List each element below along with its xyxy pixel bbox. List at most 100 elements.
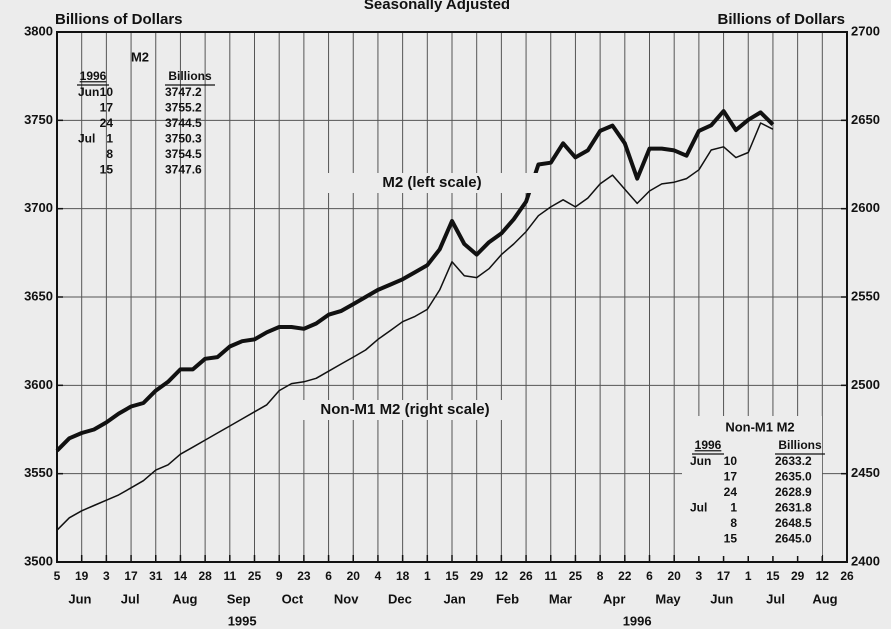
x-tick-label: 17 <box>717 569 731 583</box>
x-tick-label: 18 <box>396 569 410 583</box>
month-label: Apr <box>603 591 625 606</box>
y-tick-label: 3650 <box>24 288 53 303</box>
y2-axis-label: Billions of Dollars <box>717 11 845 28</box>
month-label: Nov <box>334 591 359 606</box>
table-value: 3747.2 <box>165 85 202 99</box>
x-tick-label: 25 <box>569 569 583 583</box>
month-label: Jul <box>766 591 785 606</box>
series-line <box>56 122 774 531</box>
table-title: M2 <box>131 49 149 64</box>
x-tick-label: 31 <box>149 569 163 583</box>
plot-frame <box>56 31 848 563</box>
x-tick-label: 17 <box>124 569 138 583</box>
table-month: Jul <box>78 132 95 146</box>
x-tick-label: 12 <box>495 569 509 583</box>
x-tick-label: 3 <box>696 569 703 583</box>
x-tick-label: 29 <box>791 569 805 583</box>
x-tick-label: 26 <box>519 569 533 583</box>
month-label: Jan <box>443 591 465 606</box>
month-label: May <box>655 591 681 606</box>
table-unit: Billions <box>778 438 822 452</box>
table-year: 1996 <box>695 438 722 452</box>
x-tick-label: 29 <box>470 569 484 583</box>
x-tick-label: 11 <box>544 569 557 583</box>
x-tick-label: 15 <box>445 569 459 583</box>
x-tick-label: 3 <box>103 569 110 583</box>
table-value: 2648.5 <box>775 516 812 530</box>
x-tick-label: 25 <box>248 569 262 583</box>
x-tick-label: 6 <box>325 569 332 583</box>
table-value: 2631.8 <box>775 501 812 515</box>
y2-tick-label: 2600 <box>851 200 880 215</box>
x-tick-label: 9 <box>276 569 283 583</box>
y-tick-label: 3600 <box>24 377 53 392</box>
table-day: 1 <box>106 132 113 146</box>
table-value: 3754.5 <box>165 147 202 161</box>
table-day: 10 <box>724 454 738 468</box>
y2-tick-label: 2550 <box>851 288 880 303</box>
x-tick-label: 5 <box>54 569 61 583</box>
y-tick-label: 3750 <box>24 112 53 127</box>
month-label: Aug <box>812 591 837 606</box>
chart-subtitle: Seasonally Adjusted <box>364 0 510 13</box>
month-label: Jun <box>710 591 733 606</box>
table-bg <box>682 416 822 556</box>
x-tick-label: 1 <box>745 569 752 583</box>
month-label: Oct <box>282 591 304 606</box>
table-month: Jun <box>690 454 711 468</box>
x-tick-label: 20 <box>347 569 361 583</box>
month-label: Mar <box>549 591 572 606</box>
x-tick-label: 8 <box>597 569 604 583</box>
x-tick-label: 12 <box>816 569 830 583</box>
y-tick-label: 3800 <box>24 23 53 38</box>
x-tick-label: 6 <box>646 569 653 583</box>
table-day: 8 <box>730 516 737 530</box>
year-label: 1996 <box>623 613 652 628</box>
series-label: M2 (left scale) <box>382 174 481 191</box>
table-value: 2635.0 <box>775 470 812 484</box>
table-day: 17 <box>724 470 738 484</box>
table-day: 10 <box>100 85 114 99</box>
x-tick-label: 20 <box>668 569 682 583</box>
x-tick-label: 19 <box>75 569 89 583</box>
y-tick-label: 3550 <box>24 465 53 480</box>
table-month: Jul <box>690 501 707 515</box>
month-label: Dec <box>388 591 412 606</box>
table-value: 3755.2 <box>165 101 202 115</box>
table-value: 3750.3 <box>165 132 202 146</box>
table-day: 15 <box>100 163 114 177</box>
x-tick-label: 23 <box>297 569 311 583</box>
y2-tick-label: 2400 <box>851 553 880 568</box>
table-value: 3744.5 <box>165 116 202 130</box>
table-day: 24 <box>100 116 114 130</box>
x-tick-label: 14 <box>174 569 188 583</box>
month-label: Feb <box>496 591 519 606</box>
y-axis-label: Billions of Dollars <box>55 11 183 28</box>
y-tick-label: 3700 <box>24 200 53 215</box>
table-value: 2645.0 <box>775 532 812 546</box>
table-value: 3747.6 <box>165 163 202 177</box>
table-day: 8 <box>106 147 113 161</box>
x-tick-label: 15 <box>766 569 780 583</box>
table-unit: Billions <box>168 69 212 83</box>
series-label: Non-M1 M2 (right scale) <box>320 401 489 418</box>
label-bg <box>293 400 517 420</box>
table-day: 15 <box>724 532 738 546</box>
month-label: Sep <box>227 591 251 606</box>
month-label: Jul <box>121 591 140 606</box>
x-tick-label: 26 <box>840 569 854 583</box>
y2-tick-label: 2650 <box>851 112 880 127</box>
table-title: Non-M1 M2 <box>725 419 794 434</box>
y2-tick-label: 2500 <box>851 377 880 392</box>
table-month: Jun <box>78 85 99 99</box>
x-tick-label: 22 <box>618 569 632 583</box>
table-day: 24 <box>724 485 738 499</box>
table-value: 2628.9 <box>775 485 812 499</box>
month-label: Aug <box>172 591 197 606</box>
label-bg <box>320 173 544 193</box>
table-day: 1 <box>730 501 737 515</box>
y-tick-label: 3500 <box>24 553 53 568</box>
table-year: 1996 <box>80 69 107 83</box>
x-tick-label: 4 <box>375 569 382 583</box>
